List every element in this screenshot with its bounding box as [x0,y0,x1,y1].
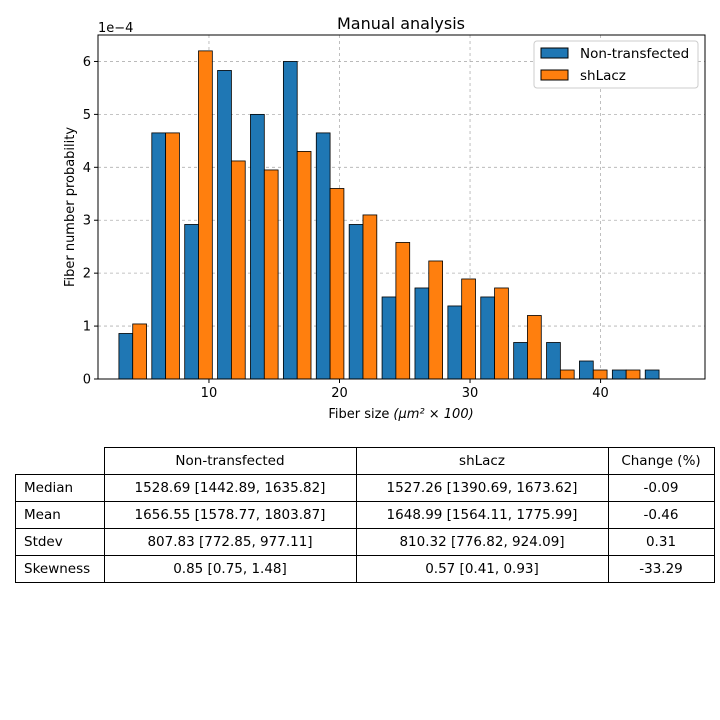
table-cell: 807.83 [772.85, 977.11] [103,528,357,556]
bar-shlacz [329,188,345,380]
bar-non-transfected [513,342,528,380]
x-axis-label: Fiber size (μm² × 100) [328,407,473,422]
bar-non-transfected [414,287,430,380]
table-row-label: Stdev [15,528,105,556]
y-tick-label: 5 [83,108,91,123]
bar-non-transfected [348,224,364,380]
x-axis-label-unit: (μm² × 100) [393,407,473,422]
table-row: Skewness 0.85 [0.75, 1.48] 0.57 [0.41, 0… [15,555,715,583]
bar-shlacz [559,369,575,380]
bar-shlacz [461,278,476,380]
bar-non-transfected [644,369,660,380]
y-tick-label: 3 [83,214,91,229]
bar-shlacz [428,260,443,380]
bar-non-transfected [282,61,298,380]
bar-non-transfected [250,113,265,380]
bar-non-transfected [447,305,463,380]
x-tick-label: 30 [462,386,479,401]
bar-shlacz [362,214,378,380]
y-tick-label: 6 [83,55,91,70]
x-tick-label: 40 [592,386,609,401]
x-tick-label: 20 [331,386,348,401]
bar-shlacz [165,132,180,380]
y-tick-label: 4 [83,161,91,176]
table-row-label: Skewness [15,555,105,583]
bar-non-transfected [611,369,627,380]
table-cell: 1656.55 [1578.77, 1803.87] [103,501,357,529]
table-cell: 0.85 [0.75, 1.48] [103,555,357,583]
y-axis-label: Fiber number probability [63,127,78,287]
bar-non-transfected [184,224,199,380]
table-cell: -0.09 [607,474,715,502]
bar-non-transfected [480,296,495,380]
legend-swatch-shlacz [540,69,569,81]
bar-shlacz [198,50,213,380]
bar-shlacz [395,242,411,380]
y-tick-label: 2 [83,267,91,282]
table-row-label: Mean [15,501,105,529]
table-cell: 1648.99 [1564.11, 1775.99] [355,501,609,529]
legend-swatch-non-transfected [540,47,569,59]
legend-label-non-transfected: Non-transfected [580,46,689,62]
table-cell: 0.31 [607,528,715,556]
legend-label-shlacz: shLacz [580,68,626,84]
table-column-header: Change (%) [607,447,715,475]
table-cell: 810.32 [776.82, 924.09] [355,528,609,556]
bar-shlacz [132,323,147,380]
bar-shlacz [592,369,608,380]
y-tick-label: 0 [83,373,91,388]
bar-shlacz [296,151,312,380]
table-cell: 1528.69 [1442.89, 1635.82] [103,474,357,502]
histogram-chart: 0 1 2 3 4 5 6 10 20 30 40 Manual analysis 1e−4 Fib… [63,14,706,422]
table-row: Stdev 807.83 [772.85, 977.11] 810.32 [77… [15,528,715,556]
bar-non-transfected [151,132,167,380]
bar-shlacz [527,315,542,380]
bar-non-transfected [381,296,397,380]
legend-frame [533,40,699,89]
table-column-header: shLacz [355,447,609,475]
table-row: Median 1528.69 [1442.89, 1635.82] 1527.2… [15,474,715,502]
bar-non-transfected [546,342,561,380]
table-row: Mean 1656.55 [1578.77, 1803.87] 1648.99 … [15,501,715,529]
bar-non-transfected [217,70,232,380]
statistics-table: Non-transfected shLacz Change (%) Median… [15,447,715,583]
bar-shlacz [231,160,246,380]
bars [118,50,660,380]
x-tick-label: 10 [201,386,218,401]
chart-title: Manual analysis [337,14,465,33]
table-row-label: Median [15,474,105,502]
bar-shlacz [494,287,509,380]
table-corner-cell [15,447,105,475]
table-column-header: Non-transfected [103,447,357,475]
bar-non-transfected [579,360,594,380]
legend: Non-transfected shLacz [533,40,699,89]
bar-non-transfected [315,132,331,380]
bar-shlacz [263,169,279,380]
table-header-row: Non-transfected shLacz Change (%) [15,447,715,475]
plot-frame [97,34,706,380]
bar-non-transfected [118,333,134,380]
table-cell: 1527.26 [1390.69, 1673.62] [355,474,609,502]
table-cell: 0.57 [0.41, 0.93] [355,555,609,583]
table-cell: -33.29 [607,555,715,583]
x-axis-label-text: Fiber size [328,407,389,422]
table-cell: -0.46 [607,501,715,529]
bar-shlacz [625,369,641,380]
y-tick-label: 1 [83,320,91,335]
axis-ticks: 0 1 2 3 4 5 6 10 20 30 40 [83,55,609,401]
y-scale-label: 1e−4 [98,21,133,36]
